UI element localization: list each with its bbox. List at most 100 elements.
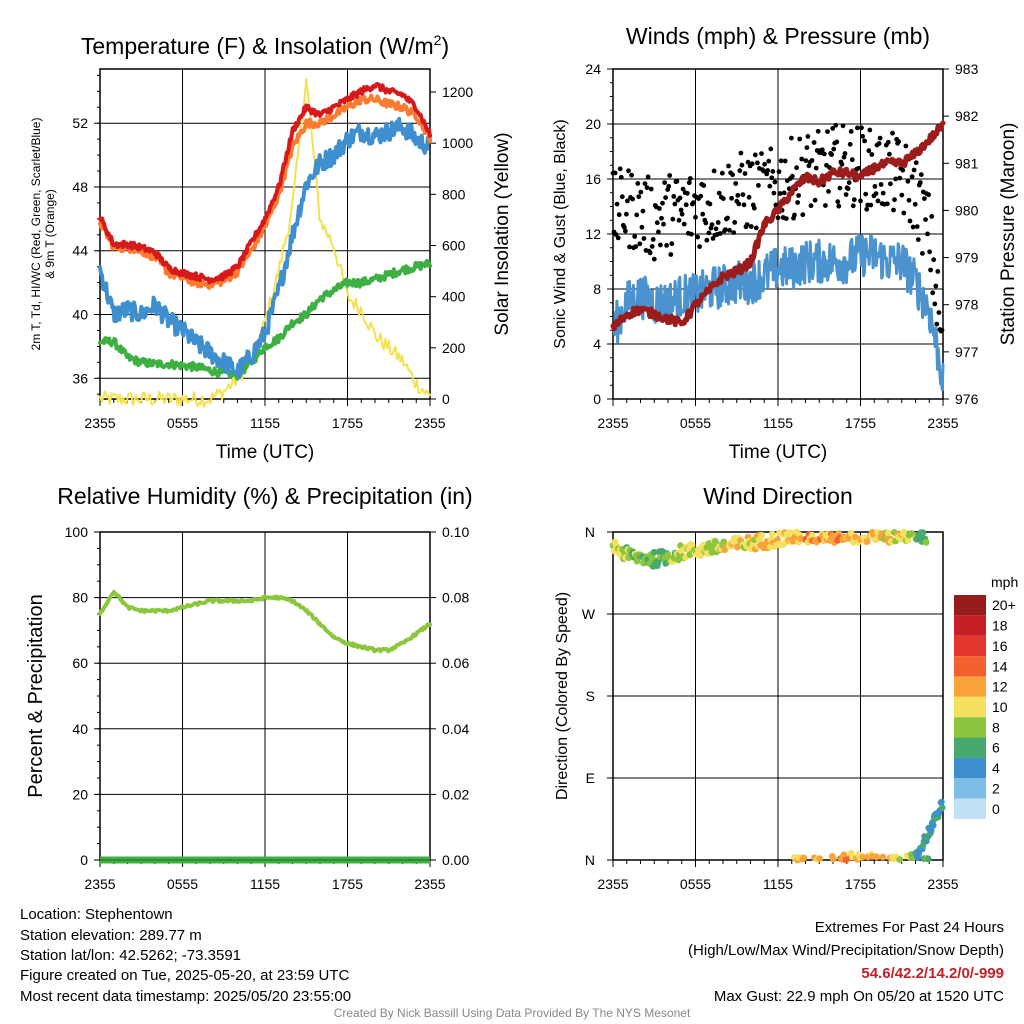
y-tick-label-left: 36 — [72, 370, 88, 386]
gust-point — [831, 146, 837, 152]
gust-point — [851, 197, 857, 203]
gust-point — [707, 201, 713, 207]
elevation-text: Station elevation: 289.77 m — [20, 927, 202, 944]
gust-point — [939, 327, 945, 333]
y-axis-label-left-winds: Sonic Wind & Gust (Blue, Black) — [552, 119, 569, 348]
gust-point — [935, 269, 941, 274]
x-tick-label: 2355 — [597, 415, 628, 431]
gust-point — [912, 201, 918, 207]
gust-point — [709, 222, 715, 228]
direction-point — [922, 538, 930, 546]
gust-point — [720, 196, 726, 202]
gust-point — [808, 203, 814, 209]
gust-point — [612, 170, 618, 176]
gust-point — [671, 194, 677, 199]
colorbar-swatch — [954, 798, 986, 819]
gust-point — [727, 227, 732, 233]
latlon-text: Station lat/lon: 42.5262; -73.3591 — [20, 947, 242, 964]
y-tick-label-right: 0.00 — [442, 852, 469, 868]
gust-point — [873, 191, 879, 197]
colorbar-swatch — [954, 595, 986, 616]
gust-point — [715, 220, 721, 225]
gust-point — [648, 186, 654, 192]
y-tick-label-left: 0 — [593, 391, 601, 407]
gust-point — [695, 234, 700, 240]
gust-point — [896, 139, 902, 145]
gust-point — [928, 267, 933, 273]
gust-point — [691, 200, 696, 206]
gust-point — [657, 206, 662, 211]
gust-point — [848, 129, 854, 134]
colorbar-label: 20+ — [992, 597, 1016, 613]
y-tick-label-right: 0.06 — [442, 655, 469, 671]
direction-point — [904, 537, 912, 544]
gust-point — [756, 183, 761, 188]
gust-point — [627, 244, 632, 250]
gust-point — [783, 216, 789, 222]
direction-point — [850, 539, 857, 546]
gust-point — [762, 161, 767, 167]
gust-point — [809, 158, 815, 163]
gust-point — [616, 212, 622, 218]
gust-point — [867, 127, 873, 133]
gust-point — [625, 198, 630, 204]
gust-point — [899, 192, 905, 198]
gust-point — [804, 145, 810, 151]
colorbar-swatch — [954, 757, 986, 779]
gust-point — [796, 193, 801, 198]
y-tick-label-left: 20 — [585, 116, 601, 132]
gust-point — [619, 194, 625, 200]
gust-point — [683, 202, 689, 208]
gust-point — [927, 249, 932, 255]
gust-point — [632, 234, 638, 239]
gust-point — [890, 130, 895, 136]
direction-point — [829, 855, 837, 863]
gust-point — [805, 134, 811, 139]
gust-point — [833, 122, 839, 128]
gust-point — [741, 202, 747, 208]
gust-point — [840, 123, 846, 129]
y-tick-label-left: 4 — [593, 336, 601, 352]
gust-point — [829, 152, 834, 157]
series-pressure-line — [610, 120, 946, 332]
gust-point — [723, 227, 728, 233]
x-tick-label: 2355 — [414, 876, 445, 892]
direction-point — [919, 529, 927, 537]
y-tick-label-right: 978 — [955, 297, 979, 313]
gust-point — [662, 180, 667, 186]
gust-point — [672, 201, 678, 207]
gust-point — [905, 178, 911, 184]
gust-point — [781, 190, 787, 196]
gust-point — [623, 228, 628, 234]
gust-point — [913, 160, 919, 166]
gust-point — [862, 138, 867, 144]
gust-point — [934, 321, 940, 327]
gust-point — [617, 166, 623, 172]
gust-point — [797, 136, 803, 142]
gust-point — [839, 161, 845, 167]
direction-point — [808, 531, 816, 539]
gust-point — [847, 141, 853, 147]
direction-point — [884, 529, 892, 537]
gust-point — [650, 237, 656, 242]
direction-point — [633, 557, 641, 565]
gust-point — [855, 125, 860, 131]
direction-point — [879, 853, 887, 861]
gust-point — [717, 231, 723, 236]
gust-point — [887, 151, 892, 157]
gust-point — [698, 193, 704, 199]
chart-title-temperature: Temperature (F) & Insolation (W/m2) — [81, 32, 449, 59]
direction-point — [758, 531, 765, 539]
gust-point — [693, 214, 698, 220]
gust-point — [737, 168, 743, 174]
gust-point — [892, 197, 897, 203]
gust-point — [836, 203, 842, 209]
y-tick-label-left: 0 — [80, 852, 88, 868]
gust-point — [645, 174, 651, 180]
direction-point — [786, 529, 794, 536]
y-axis-label-left-temperature-2: & 9m T (Orange) — [43, 189, 57, 279]
recent-timestamp-text: Most recent data timestamp: 2025/05/20 2… — [20, 988, 352, 1005]
gust-point — [792, 212, 797, 218]
gust-point — [658, 242, 663, 248]
x-axis-label-temperature: Time (UTC) — [216, 442, 315, 463]
